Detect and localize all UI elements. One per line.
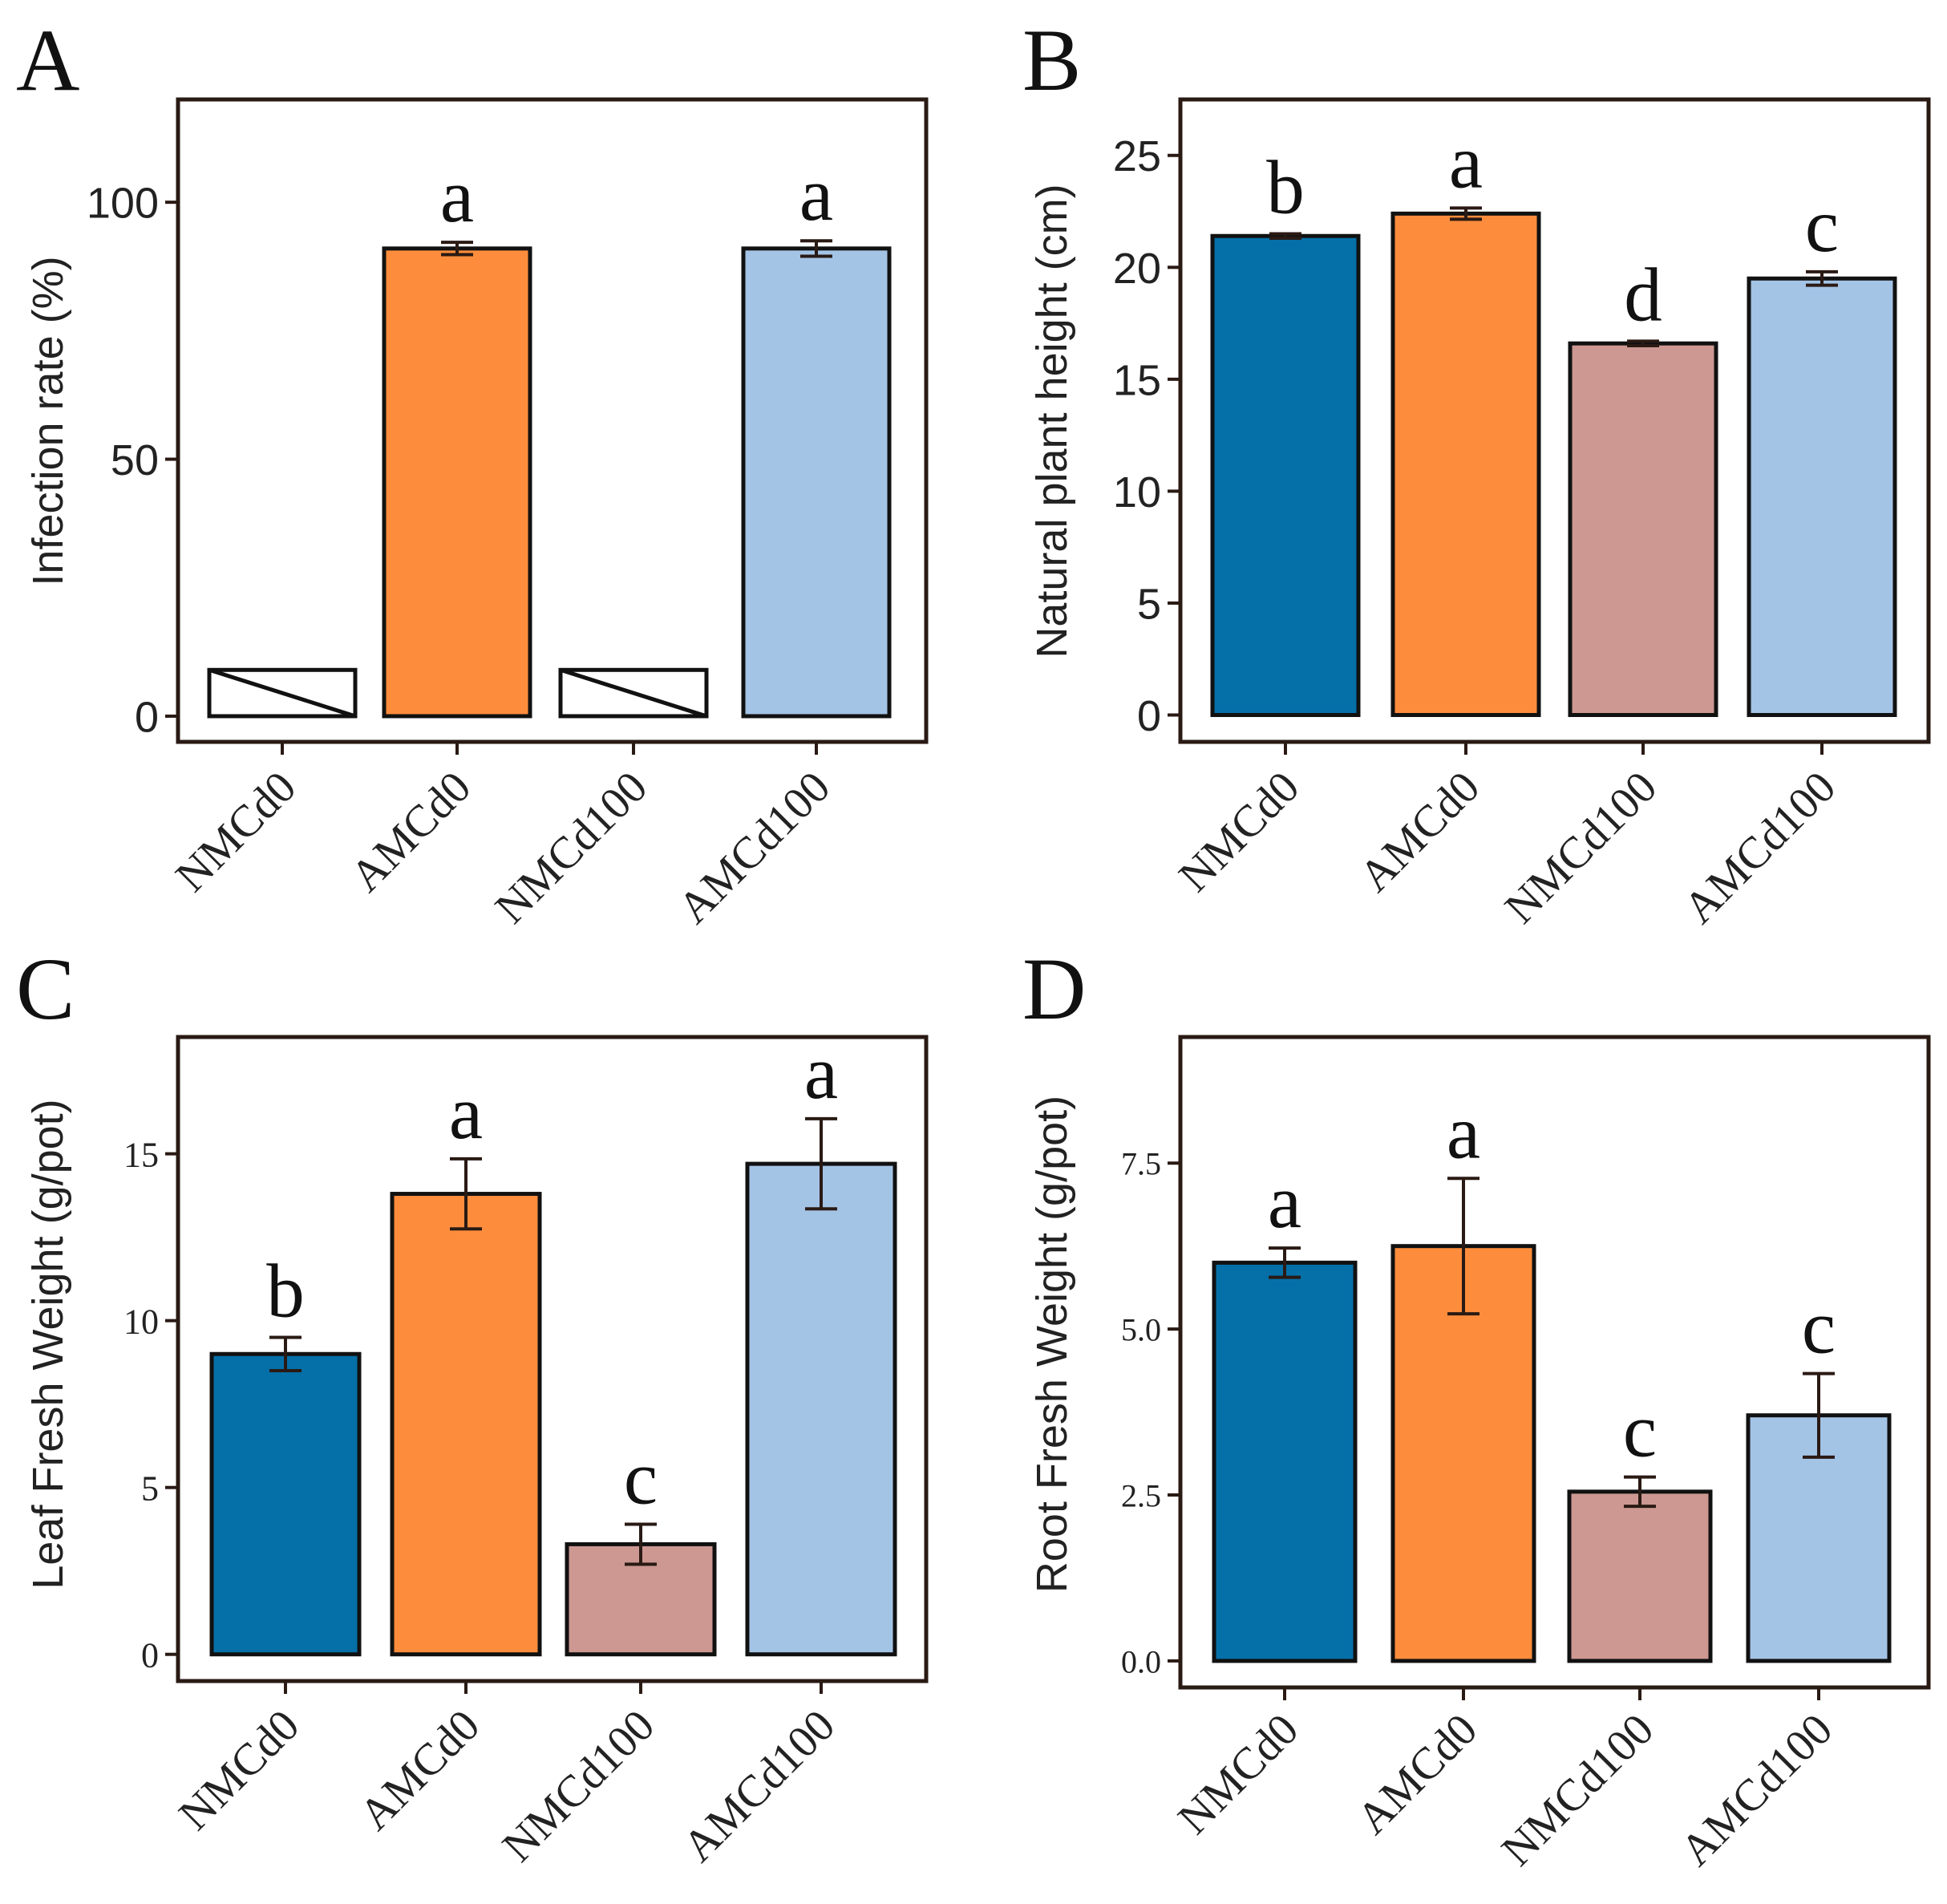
y-tick-label: 5: [141, 1469, 159, 1509]
x-tick-label: NMCd0: [167, 762, 306, 901]
bar-nmcd0: [1210, 233, 1361, 718]
significance-letter: a: [449, 1070, 483, 1155]
x-tick-label: NMCd0: [1169, 1704, 1309, 1844]
panel-letter: A: [16, 11, 79, 109]
significance-letter: d: [1624, 252, 1662, 337]
y-axis-title: Root Fresh Weight (g/pot): [1028, 1096, 1076, 1593]
plot-frame: [176, 1035, 929, 1683]
panel-letter: B: [1022, 11, 1081, 109]
x-tick-label: AMCd100: [674, 1700, 844, 1871]
significance-letter: a: [1447, 1089, 1480, 1174]
y-tick-label: 2.5: [1121, 1477, 1161, 1513]
y-axis-title: Natural plant height (cm): [1028, 184, 1076, 658]
y-tick-label: 100: [87, 180, 159, 228]
y-tick-label: 15: [1113, 356, 1161, 404]
na-marker-slash: [208, 667, 356, 719]
y-tick-label: 50: [111, 436, 159, 484]
bar-nmcd100: [1567, 1489, 1713, 1663]
significance-letter: b: [266, 1248, 305, 1333]
plot-frame: [176, 97, 929, 744]
bar-amcd0: [1390, 211, 1541, 718]
x-tick-label: AMCd0: [342, 762, 481, 901]
significance-letter: a: [1449, 119, 1483, 204]
y-tick-label: 0: [135, 693, 159, 741]
y-tick-label: 0: [141, 1636, 159, 1675]
bar-amcd100: [745, 1161, 897, 1657]
bar-amcd0: [390, 1192, 542, 1657]
bar-nmcd0: [209, 1351, 362, 1657]
panel-c: C 0 5 10 15 Leaf Fresh Weight (g/pot) NMCd0 AMC…: [16, 940, 929, 1872]
significance-letter: b: [1266, 144, 1305, 229]
x-tick-label: NMCd100: [493, 1700, 664, 1871]
x-tick-label: AMCd100: [1671, 1704, 1842, 1875]
y-tick-label: 5: [1137, 580, 1161, 628]
x-tick-label: AMCd100: [669, 762, 840, 933]
y-axis-title: Infection rate (%): [24, 256, 72, 585]
significance-letter: a: [440, 153, 474, 238]
y-tick-label: 25: [1113, 132, 1161, 180]
significance-letter: c: [1805, 183, 1839, 268]
x-tick-label: AMCd0: [1350, 762, 1490, 901]
bar-amcd100: [1747, 276, 1897, 718]
y-tick-label: 10: [1113, 468, 1161, 517]
panel-d: D 0.0 2.5 5.0 7.5 Root Fresh Weight (g/pot) NM…: [1022, 940, 1931, 1876]
significance-letter: c: [624, 1435, 658, 1520]
y-tick-label: 15: [123, 1135, 159, 1174]
x-tick-label: AMCd0: [350, 1700, 490, 1840]
y-tick-label: 0: [1137, 692, 1161, 740]
panel-letter: D: [1022, 940, 1086, 1038]
bar-nmcd0: [1212, 1260, 1358, 1663]
y-axis-title: Leaf Fresh Weight (g/pot): [24, 1099, 72, 1589]
na-marker-slash: [560, 667, 707, 719]
significance-letter: a: [799, 152, 833, 237]
panel-b: B 0 5 10 15 20 25 Natural plant height (cm) NMCd…: [1022, 11, 1931, 934]
x-tick-label: AMCd100: [1674, 762, 1845, 933]
y-tick-label: 5.0: [1121, 1312, 1161, 1348]
panel-a: A 0 50 100 Infection rate (%) NMCd0 AMCd0 NMCd1…: [16, 11, 929, 934]
y-tick-label: 7.5: [1121, 1146, 1161, 1182]
bar-amcd0: [382, 246, 532, 719]
y-tick-label: 10: [123, 1302, 159, 1341]
plot-frame: [1178, 97, 1931, 744]
x-tick-label: NMCd100: [1492, 1704, 1663, 1875]
x-tick-label: NMCd100: [486, 762, 657, 933]
bar-amcd100: [741, 246, 892, 719]
bar-nmcd100: [1568, 341, 1718, 718]
x-tick-label: NMCd100: [1496, 762, 1666, 933]
x-tick-label: NMCd0: [1170, 762, 1309, 901]
panel-letter: C: [16, 940, 75, 1038]
significance-letter: a: [1268, 1159, 1301, 1244]
x-tick-label: AMCd0: [1348, 1704, 1488, 1844]
y-tick-label: 0.0: [1121, 1643, 1161, 1679]
significance-letter: c: [1802, 1285, 1836, 1370]
plot-frame: [1178, 1035, 1931, 1690]
significance-letter: a: [804, 1030, 838, 1115]
significance-letter: c: [1623, 1388, 1657, 1473]
y-tick-label: 20: [1113, 245, 1161, 293]
x-tick-label: NMCd0: [170, 1700, 310, 1840]
